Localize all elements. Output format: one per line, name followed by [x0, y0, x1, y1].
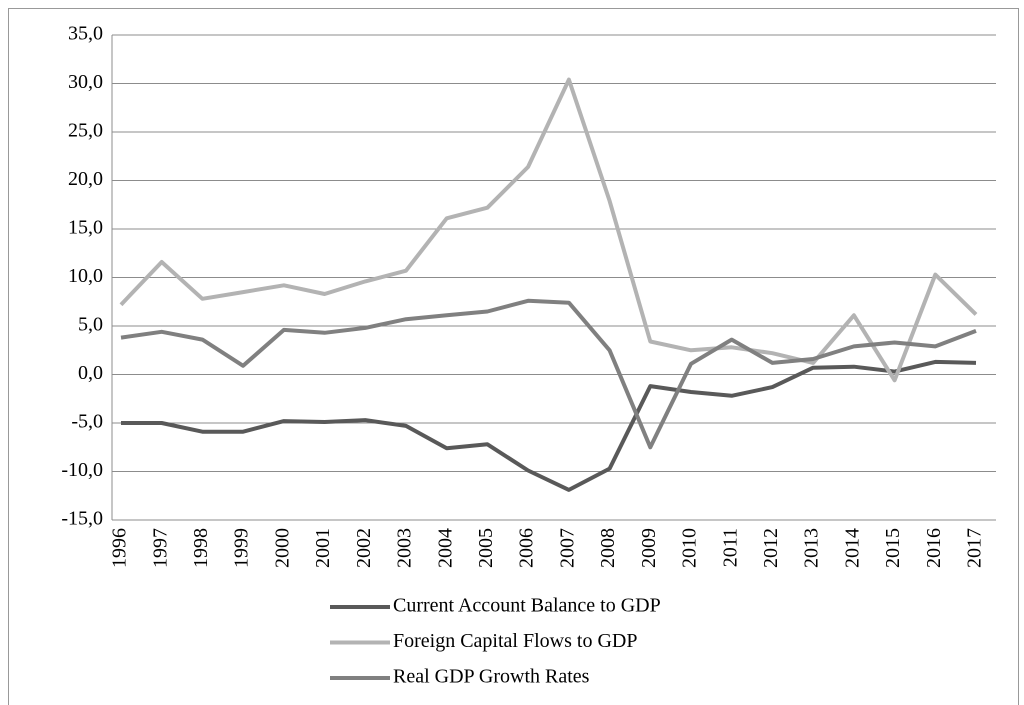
x-tick-label: 2012 [760, 528, 782, 568]
y-tick-label: 30,0 [68, 71, 103, 93]
x-tick-label: 1998 [190, 528, 212, 568]
x-tick-label: 2011 [719, 528, 741, 567]
x-tick-label: 2015 [882, 528, 904, 568]
chart-frame [8, 8, 1019, 705]
x-tick-label: 1996 [109, 528, 131, 568]
series-line [120, 298, 977, 450]
x-tick-label: 2007 [556, 528, 578, 568]
x-tick-label: 2010 [679, 528, 701, 568]
x-tick-label: 2014 [841, 528, 863, 568]
legend-label: Real GDP Growth Rates [393, 666, 590, 688]
x-tick-label: 2004 [434, 528, 456, 568]
y-tick-label: 25,0 [68, 120, 103, 142]
legend-label: Foreign Capital Flows to GDP [393, 630, 637, 652]
y-tick-label: 0,0 [78, 362, 103, 384]
series-line [119, 77, 978, 383]
y-tick-label: 10,0 [68, 265, 103, 287]
x-tick-label: 2005 [475, 528, 497, 568]
y-tick-label: 5,0 [78, 314, 103, 336]
x-tick-label: 2016 [923, 528, 945, 568]
y-tick-label: 15,0 [68, 217, 103, 239]
y-tick-label: 35,0 [68, 23, 103, 45]
x-tick-label: 2002 [353, 528, 375, 568]
y-tick-label: -5,0 [71, 411, 103, 433]
x-tick-label: 2008 [597, 528, 619, 568]
x-tick-label: 1999 [231, 528, 253, 568]
y-tick-label: 20,0 [68, 168, 103, 190]
x-tick-label: 2001 [312, 528, 334, 568]
x-tick-label: 2009 [638, 528, 660, 568]
y-tick-label: -15,0 [61, 508, 103, 530]
x-tick-label: 2006 [516, 528, 538, 568]
series-line [121, 359, 977, 492]
x-tick-label: 2003 [394, 528, 416, 568]
x-tick-label: 2000 [271, 528, 293, 568]
legend-label: Current Account Balance to GDP [393, 595, 661, 617]
x-tick-label: 1997 [149, 528, 171, 568]
x-tick-label: 2013 [801, 528, 823, 568]
y-tick-label: -10,0 [61, 459, 103, 481]
x-tick-label: 2017 [964, 528, 986, 568]
